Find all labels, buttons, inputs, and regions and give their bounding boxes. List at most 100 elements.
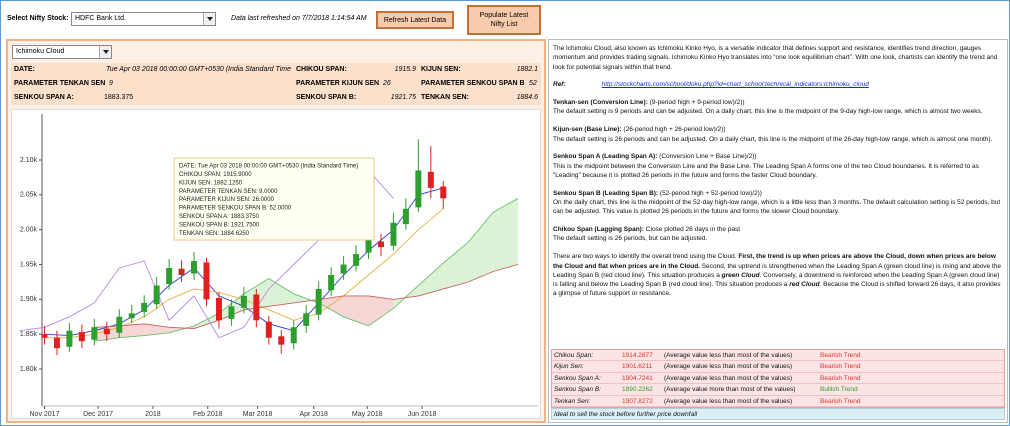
signal-value: 1890.2262 <box>622 386 653 394</box>
cloud-segment <box>343 295 369 326</box>
signal-label: Senkou Span B: <box>554 386 601 394</box>
text-run: (Conversion Line + Base Line)/2)) <box>657 153 757 161</box>
reference-link: http://stockcharts.com/school/doku.php?i… <box>601 81 869 89</box>
description-panel: The Ichimoku Cloud, also known as Ichimo… <box>548 39 1008 423</box>
cloud-segment <box>468 212 494 282</box>
paragraph: There are two ways to identify the overa… <box>553 252 1003 298</box>
signal-row: Senkou Span B: 1890.2262 (Average value mo… <box>552 384 1004 396</box>
tooltip-line: CHIKOU SPAN: 1915.9000 <box>179 172 252 178</box>
tooltip-line: SENKOU SPAN A: 1883.3750 <box>179 214 260 220</box>
text-run: Senkou Span A (Leading Span A): <box>553 153 658 161</box>
tooltip-box <box>173 157 375 241</box>
text-run: The default setting is 26 periods and ca… <box>553 135 993 143</box>
candle-body <box>440 186 447 199</box>
candle-body <box>166 268 173 285</box>
text-run: First, the trend is up when prices are a… <box>553 253 996 270</box>
indicator-line <box>94 197 519 342</box>
tooltip-line: PARAMETER SENKOU SPAN B: 52.0000 <box>179 206 292 212</box>
text-line: Chikou Span (Lagging Span): Close plotte… <box>553 225 1003 234</box>
candle-body <box>91 327 98 340</box>
info-value: 9 <box>109 80 113 87</box>
indicator-info: DATE: Tue Apr 03 2018 00:00:00 GMT+0530 … <box>11 63 541 105</box>
candle-body <box>427 171 434 188</box>
candle-body <box>290 327 297 344</box>
candle-body <box>116 316 123 333</box>
cloud-segment <box>443 242 469 289</box>
x-tick-label: May 2018 <box>352 411 383 418</box>
text-run: . Conversely, a downtrend is reinforced … <box>553 271 1000 289</box>
tooltip-line: SENKOU SPAN B: 1921.7500 <box>179 222 260 228</box>
candle-body <box>390 222 397 246</box>
candle-body <box>78 332 85 342</box>
text-line: The default setting is 26 periods, but c… <box>553 234 1003 243</box>
candle-body <box>240 295 247 308</box>
text-run: (9-period high + 9-period low)/2)) <box>647 99 745 107</box>
signal-trend: Bearish Trend <box>820 397 861 405</box>
tooltip-line: PARAMETER TENKAN SEN: 9.0000 <box>179 189 278 195</box>
candle-body <box>66 330 73 347</box>
y-tick-label: 2.00k <box>20 227 38 234</box>
candle-body <box>215 297 222 321</box>
paragraph: Kijun-sen (Base Line): (26-period high +… <box>553 125 1003 144</box>
y-tick-label: 1.95k <box>20 261 38 268</box>
y-tick-label: 1.85k <box>20 331 38 338</box>
info-label: SENKOU SPAN B: <box>296 94 357 101</box>
text-run: Senkou Span B (Leading Span B): <box>553 189 659 197</box>
indicator-panel: Ichimoku Cloud DATE: Tue Apr 03 2018 00:… <box>6 39 546 423</box>
x-tick-label: Mar 2018 <box>243 411 273 418</box>
tooltip-line: DATE: Tue Apr 03 2018 00:00:00 GMT+0530 … <box>179 164 358 170</box>
y-tick-label: 2.05k <box>20 192 38 199</box>
text-line: Senkou Span B (Leading Span B): (52-peri… <box>553 189 1003 198</box>
candle-body <box>303 313 310 326</box>
candle-body <box>365 240 372 253</box>
text-run: Second, the uptrend is strengthened when… <box>553 262 1002 279</box>
signal-value: 1914.2877 <box>622 352 653 359</box>
chart-container: 1.80k 1.85k 1.90k 1.95k 2.00k 2.05k 2.10k Nov 2… <box>11 109 541 419</box>
cloud-segment <box>418 263 444 296</box>
info-value: 1915.9 <box>394 66 416 73</box>
info-value: 1884.6 <box>516 94 538 101</box>
refresh-note: Data last refreshed on 7/7/2018 1:14:54 … <box>231 15 367 22</box>
signal-row: Kijun Sen: 1901.6211 (Average value less t… <box>552 361 1004 373</box>
info-label: TENKAN SEN: <box>421 94 469 101</box>
paragraph: Senkou Span A (Leading Span A): (Convers… <box>553 152 1003 180</box>
text-run: Tenkan-sen (Conversion Line): <box>553 99 648 107</box>
candle-body <box>402 208 409 225</box>
populate-button[interactable]: Populate Latest Nifty List <box>467 5 541 35</box>
text-run: The default setting is 26 periods, but c… <box>553 235 708 243</box>
text-line: Kijun-sen (Base Line): (26-period high +… <box>553 125 1003 134</box>
candle-body <box>191 261 198 274</box>
candle-body <box>41 334 48 338</box>
signal-label: Senkou Span A: <box>554 374 601 382</box>
candle-body <box>141 302 148 312</box>
candle-body <box>353 254 360 266</box>
candle-body <box>315 288 322 315</box>
paragraph: The Ichimoku Cloud, also known as Ichimo… <box>553 44 1003 72</box>
cloud-segment <box>368 295 394 326</box>
x-tick-label: Nov 2017 <box>30 411 60 418</box>
dropdown-arrow <box>99 46 111 58</box>
candle-body <box>53 337 60 349</box>
info-label: PARAMETER TENKAN SEN <box>14 80 106 87</box>
signal-trend: Bearish Trend <box>820 374 861 382</box>
info-value: 52 <box>529 80 537 87</box>
description: The Ichimoku Cloud, also known as Ichimo… <box>553 44 1003 299</box>
signal-table: Chikou Span: 1914.2877 (Average value less… <box>551 349 1005 408</box>
tooltip-line: PARAMETER KIJUN SEN: 26.0000 <box>179 197 275 203</box>
text-line: Senkou Span A (Leading Span A): (Convers… <box>553 152 1003 161</box>
candle-body <box>203 262 210 300</box>
candle-body <box>228 306 235 319</box>
refresh-button[interactable]: Refresh Latest Data <box>376 11 454 29</box>
stock-value: HDFC Bank Ltd. <box>75 15 126 22</box>
paragraph: Chikou Span (Lagging Span): Close plotte… <box>553 225 1003 244</box>
info-label: PARAMETER SENKOU SPAN B <box>421 80 525 87</box>
signal-note: (Average value more than most of the val… <box>664 386 796 394</box>
cloud-segment <box>493 198 519 272</box>
candle-body <box>103 328 110 335</box>
text-line: The default setting is 9 periods and can… <box>553 107 1003 116</box>
text-line: On the daily chart, this line is the mid… <box>553 198 1003 217</box>
chart: 1.80k 1.85k 1.90k 1.95k 2.00k 2.05k 2.10k Nov 2… <box>19 114 538 418</box>
indicator-select[interactable]: Ichimoku Cloud <box>12 45 112 59</box>
stock-select[interactable]: HDFC Bank Ltd. <box>71 12 216 26</box>
